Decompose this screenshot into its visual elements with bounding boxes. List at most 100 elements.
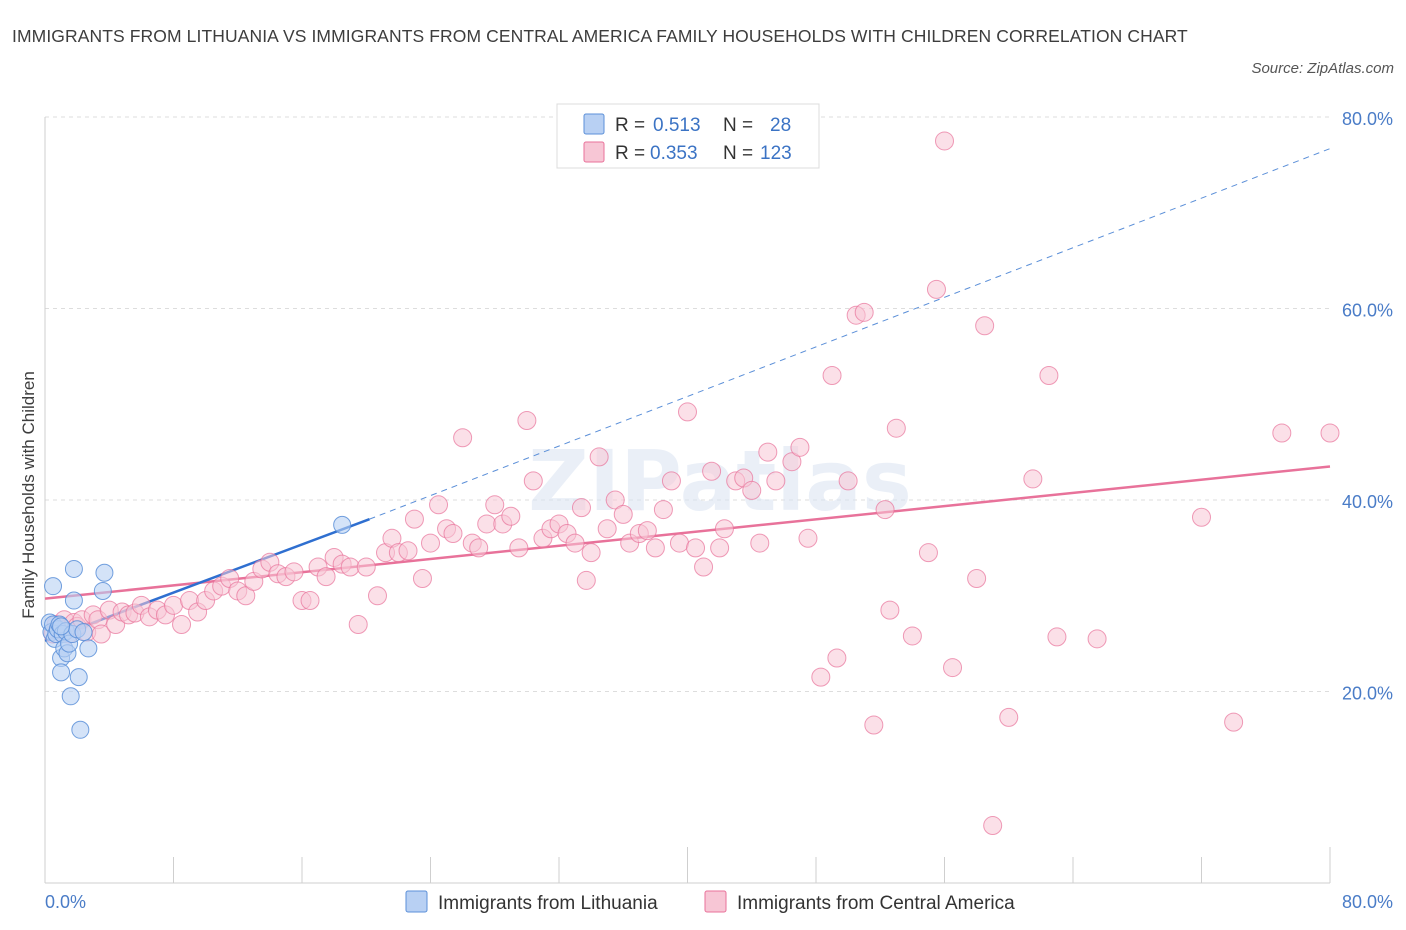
point-central-america-109 [880,600,900,620]
point-central-america-94 [742,480,762,500]
point-central-america-101 [811,667,831,687]
point-central-america-106 [854,302,874,322]
point-central-america-85 [669,533,689,553]
legend-r-label-central-america: R = [615,143,645,164]
point-central-america-112 [918,543,938,563]
point-central-america-115 [943,658,963,678]
point-central-america-84 [661,471,681,491]
point-central-america-91 [714,519,734,539]
point-central-america-66 [523,471,543,491]
point-central-america-87 [686,538,706,558]
point-central-america-120 [1023,469,1043,489]
point-lithuania-24 [93,581,112,600]
point-central-america-103 [827,648,847,668]
point-central-america-72 [571,498,591,518]
point-central-america-78 [613,504,633,524]
point-lithuania-15 [61,687,80,706]
point-central-america-98 [782,452,802,472]
point-central-america-22 [172,614,192,634]
point-lithuania-20 [69,668,88,687]
point-central-america-97 [766,471,786,491]
point-central-america-54 [429,495,449,515]
point-central-america-77 [605,490,625,510]
legend-r-label-lithuania: R = [615,115,645,136]
series-legend: Immigrants from Lithuania Immigrants fro… [405,890,1015,914]
point-central-america-36 [284,562,304,582]
point-central-america-107 [864,715,884,735]
y-tick-label-3: 80.0% [1342,109,1393,129]
point-central-america-114 [935,131,954,151]
point-central-america-102 [822,366,842,386]
chart-source: Source: ZipAtlas.com [1251,60,1394,77]
legend-n-value-lithuania: 28 [770,115,791,136]
point-central-america-64 [509,538,529,558]
axes [44,117,1331,884]
series-legend-label-lithuania: Immigrants from Lithuania [438,893,658,914]
point-lithuania-23 [79,639,98,658]
point-central-america-73 [576,570,596,590]
point-central-america-116 [967,569,987,589]
point-lithuania-17 [64,591,83,610]
point-central-america-53 [421,533,440,553]
point-central-america-110 [886,418,906,438]
point-central-america-113 [926,279,946,299]
point-central-america-95 [750,533,770,553]
point-lithuania-2 [44,577,63,596]
point-central-america-63 [501,506,521,526]
point-central-america-90 [710,538,730,558]
legend-n-label-central-america: N = [723,143,753,164]
x-tick-label-0: 0.0% [45,892,86,912]
trend-lines [44,148,1331,642]
point-central-america-51 [404,509,424,529]
legend-swatch-lithuania [583,113,605,135]
point-central-america-89 [702,461,722,481]
legend-r-value-central-america: 0.353 [650,143,698,164]
point-central-america-96 [758,442,778,462]
legend-n-label-lithuania: N = [723,115,753,136]
stats-legend: R = 0.513 N = 28 R = 0.353 N = 123 [556,103,820,169]
point-central-america-44 [348,614,368,634]
series-legend-swatch-lithuania [405,890,428,913]
point-central-america-50 [398,541,418,561]
point-central-america-119 [999,707,1019,727]
y-axis-title: Family Households with Children [19,371,38,619]
point-central-america-65 [517,411,537,431]
point-central-america-121 [1039,366,1059,386]
legend-n-value-central-america: 123 [760,143,792,164]
point-central-america-104 [838,471,858,491]
point-central-america-122 [1047,627,1067,647]
point-central-america-52 [412,569,432,589]
point-central-america-126 [1272,423,1292,443]
y-tick-label-2: 60.0% [1342,301,1393,321]
point-lithuania-18 [64,559,83,578]
lithuania-points [40,515,352,739]
point-central-america-118 [983,816,1003,836]
point-central-america-82 [645,538,665,558]
point-central-america-46 [367,586,387,606]
point-central-america-56 [443,524,463,544]
point-central-america-57 [453,428,473,448]
point-central-america-124 [1192,507,1211,527]
point-central-america-127 [1320,423,1340,443]
point-central-america-74 [581,543,601,563]
point-central-america-83 [653,500,673,520]
point-central-america-61 [485,495,505,515]
point-central-america-71 [565,533,585,553]
point-central-america-123 [1087,629,1107,649]
series-legend-swatch-central-america [704,890,727,913]
legend-r-value-lithuania: 0.513 [653,115,701,136]
chart-title: IMMIGRANTS FROM LITHUANIA VS IMMIGRANTS … [12,26,1188,46]
point-central-america-88 [694,557,714,577]
y-tick-label-1: 40.0% [1342,492,1393,512]
point-central-america-108 [875,500,895,520]
point-central-america-43 [340,557,360,577]
point-lithuania-22 [74,623,93,642]
point-lithuania-21 [71,720,90,739]
point-central-america-111 [902,626,922,646]
point-central-america-99 [790,437,810,457]
series-legend-label-central-america: Immigrants from Central America [737,893,1015,914]
point-central-america-81 [637,521,657,541]
point-central-america-59 [469,538,489,558]
point-central-america-40 [316,567,336,587]
